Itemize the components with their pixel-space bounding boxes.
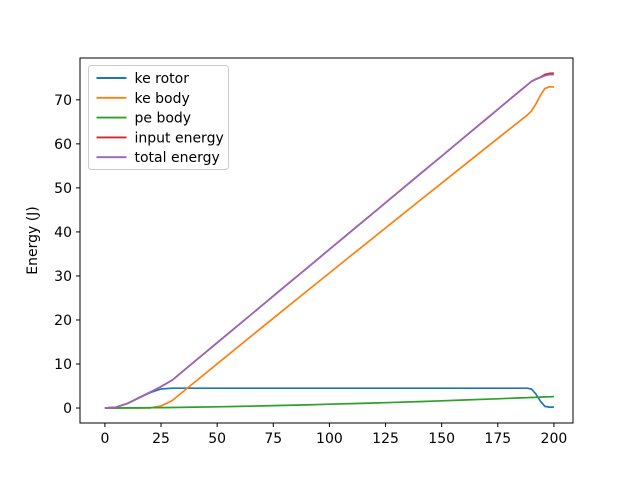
y-tick-label: 30 [54,269,72,285]
x-tick-label: 175 [484,431,511,447]
legend-label-input-energy: input energy [135,130,224,146]
y-axis-label: Energy (J) [25,206,41,275]
series-line-pe-body [104,395,554,409]
x-tick-label: 75 [264,431,282,447]
x-tick-label: 0 [100,431,109,447]
x-tick-label: 200 [541,431,568,447]
legend-label-ke-body: ke body [135,91,190,107]
x-tick-label: 125 [372,431,399,447]
y-tick-label: 60 [54,137,72,153]
x-tick-label: 150 [428,431,455,447]
legend-label-ke-rotor: ke rotor [135,71,190,87]
series-line-ke-body [104,85,554,409]
y-tick-label: 50 [54,181,72,197]
y-tick-label: 40 [54,225,72,241]
x-tick-label: 100 [316,431,343,447]
legend-label-total-energy: total energy [135,150,220,166]
plot-border [79,57,574,424]
y-tick-label: 70 [54,93,72,109]
legend: ke rotor ke body pe body input energy total … [88,65,229,170]
legend-label-pe-body: pe body [135,111,192,127]
y-tick-label: 10 [54,357,72,373]
y-tick-label: 20 [54,313,72,329]
x-tick-label: 50 [208,431,226,447]
x-tick-label: 25 [152,431,170,447]
series-line-total-energy [104,73,554,409]
y-tick-label: 0 [63,401,72,417]
legend-frame [88,65,229,170]
series-line-ke-rotor [104,387,554,409]
